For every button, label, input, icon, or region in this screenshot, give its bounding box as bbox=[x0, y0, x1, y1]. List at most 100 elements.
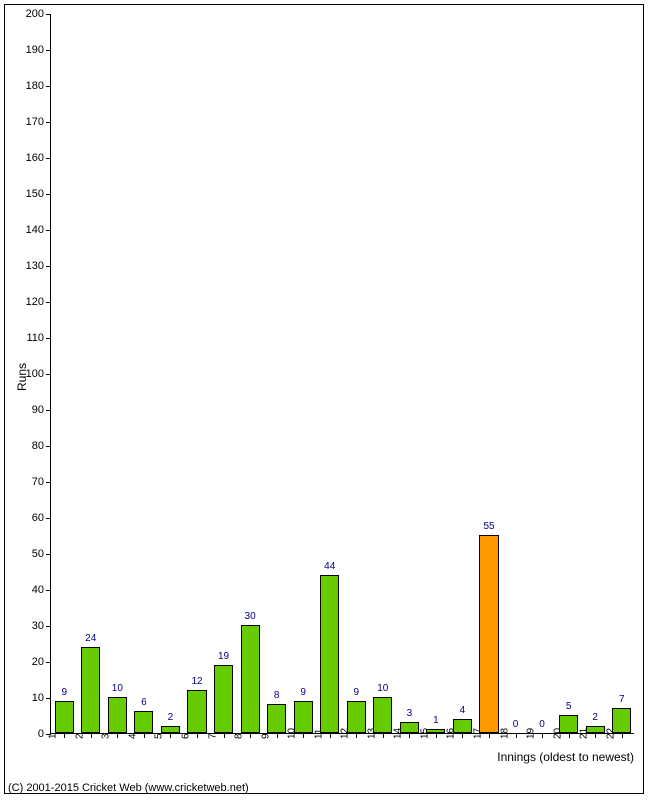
bar bbox=[267, 704, 286, 733]
ytick-label: 30 bbox=[32, 620, 44, 632]
xtick-label: 8 bbox=[234, 733, 245, 739]
bar bbox=[320, 575, 339, 733]
bar bbox=[55, 701, 74, 733]
xtick-line bbox=[197, 733, 198, 738]
xtick-line bbox=[462, 733, 463, 738]
xtick-line bbox=[622, 733, 623, 738]
bar bbox=[453, 719, 472, 733]
ytick-label: 60 bbox=[32, 512, 44, 524]
xtick-line bbox=[595, 733, 596, 738]
bar-value-label: 7 bbox=[619, 694, 625, 705]
bar bbox=[294, 701, 313, 733]
ytick-label: 20 bbox=[32, 656, 44, 668]
bar bbox=[612, 708, 631, 733]
xtick-label: 7 bbox=[207, 733, 218, 739]
bar-value-label: 10 bbox=[112, 683, 123, 694]
ytick-label: 10 bbox=[32, 692, 44, 704]
ytick-label: 80 bbox=[32, 440, 44, 452]
ytick-line bbox=[46, 266, 51, 267]
bar bbox=[108, 697, 127, 733]
bar-value-label: 0 bbox=[539, 719, 545, 730]
xtick-label: 19 bbox=[526, 728, 537, 739]
xtick-line bbox=[303, 733, 304, 738]
ytick-label: 180 bbox=[26, 80, 44, 92]
bar bbox=[479, 535, 498, 733]
bar-value-label: 0 bbox=[513, 719, 519, 730]
bar-value-label: 2 bbox=[168, 712, 174, 723]
ytick-line bbox=[46, 626, 51, 627]
bar-value-label: 1 bbox=[433, 715, 439, 726]
ytick-line bbox=[46, 14, 51, 15]
xtick-line bbox=[117, 733, 118, 738]
xtick-line bbox=[516, 733, 517, 738]
plot-area: 0102030405060708090100110120130140150160… bbox=[50, 14, 634, 734]
xtick-label: 1 bbox=[48, 733, 59, 739]
ytick-line bbox=[46, 554, 51, 555]
bar bbox=[81, 647, 100, 733]
ytick-label: 0 bbox=[38, 728, 44, 740]
xtick-line bbox=[330, 733, 331, 738]
ytick-label: 200 bbox=[26, 8, 44, 20]
ytick-label: 130 bbox=[26, 260, 44, 272]
copyright-text: (C) 2001-2015 Cricket Web (www.cricketwe… bbox=[8, 782, 249, 794]
bar-value-label: 5 bbox=[566, 701, 572, 712]
xtick-label: 9 bbox=[260, 733, 271, 739]
bar-value-label: 44 bbox=[324, 561, 335, 572]
xtick-label: 2 bbox=[74, 733, 85, 739]
xtick-line bbox=[356, 733, 357, 738]
xtick-line bbox=[277, 733, 278, 738]
bar-value-label: 6 bbox=[141, 697, 147, 708]
bar bbox=[586, 726, 605, 733]
bar-value-label: 2 bbox=[592, 712, 598, 723]
ytick-label: 190 bbox=[26, 44, 44, 56]
ytick-label: 70 bbox=[32, 476, 44, 488]
ytick-line bbox=[46, 194, 51, 195]
bar bbox=[373, 697, 392, 733]
xtick-line bbox=[383, 733, 384, 738]
bar-value-label: 19 bbox=[218, 651, 229, 662]
ytick-line bbox=[46, 482, 51, 483]
ytick-line bbox=[46, 230, 51, 231]
bar bbox=[134, 711, 153, 733]
bar-value-label: 24 bbox=[85, 633, 96, 644]
xtick-line bbox=[436, 733, 437, 738]
xtick-line bbox=[409, 733, 410, 738]
x-axis-label: Innings (oldest to newest) bbox=[497, 750, 634, 764]
xtick-line bbox=[170, 733, 171, 738]
ytick-label: 160 bbox=[26, 152, 44, 164]
ytick-label: 90 bbox=[32, 404, 44, 416]
xtick-line bbox=[91, 733, 92, 738]
bar-value-label: 12 bbox=[191, 676, 202, 687]
xtick-line bbox=[250, 733, 251, 738]
bar bbox=[400, 722, 419, 733]
bar bbox=[347, 701, 366, 733]
bar-value-label: 10 bbox=[377, 683, 388, 694]
xtick-line bbox=[569, 733, 570, 738]
xtick-line bbox=[542, 733, 543, 738]
bar bbox=[426, 729, 445, 733]
ytick-label: 170 bbox=[26, 116, 44, 128]
ytick-line bbox=[46, 50, 51, 51]
ytick-line bbox=[46, 590, 51, 591]
bar-value-label: 3 bbox=[407, 708, 413, 719]
ytick-label: 50 bbox=[32, 548, 44, 560]
ytick-line bbox=[46, 698, 51, 699]
bar bbox=[161, 726, 180, 733]
bar-value-label: 4 bbox=[460, 705, 466, 716]
xtick-label: 6 bbox=[181, 733, 192, 739]
bar-value-label: 9 bbox=[61, 687, 67, 698]
ytick-line bbox=[46, 518, 51, 519]
ytick-line bbox=[46, 158, 51, 159]
xtick-label: 4 bbox=[127, 733, 138, 739]
ytick-line bbox=[46, 122, 51, 123]
ytick-label: 120 bbox=[26, 296, 44, 308]
ytick-line bbox=[46, 446, 51, 447]
bar-value-label: 30 bbox=[245, 611, 256, 622]
xtick-line bbox=[144, 733, 145, 738]
xtick-label: 3 bbox=[101, 733, 112, 739]
xtick-line bbox=[64, 733, 65, 738]
bar bbox=[241, 625, 260, 733]
ytick-line bbox=[46, 86, 51, 87]
ytick-line bbox=[46, 302, 51, 303]
bar bbox=[187, 690, 206, 733]
